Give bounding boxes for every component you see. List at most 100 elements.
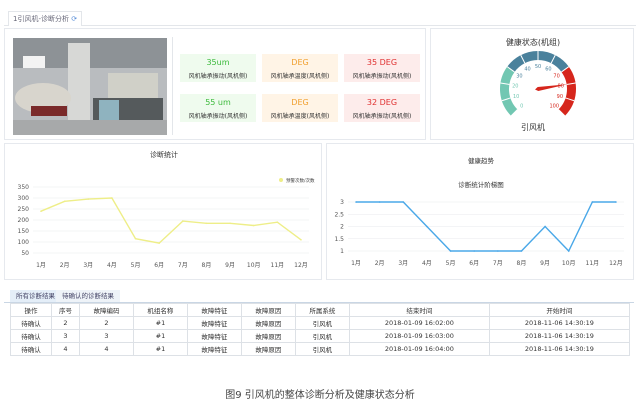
column-header: 结束时间 (348, 303, 490, 317)
tab-bar: 1引风机-诊断分析 ⟳ (4, 8, 636, 26)
data-point (182, 220, 184, 222)
y-tick-label: 3 (340, 199, 344, 206)
x-tick-label: 1月 (351, 260, 361, 267)
table-cell: #1 (132, 329, 188, 343)
column-header: 所属系统 (294, 303, 350, 317)
health-step-chart: 1 1.5 2 2.5 3 1月 2月 3月 4月 5月 6月 7月 8月 9月 10月 11月 12月 (334, 199, 624, 267)
table-cell: #1 (132, 316, 188, 330)
gauge-tick (561, 66, 570, 73)
refresh-close-icon[interactable]: ⟳ (71, 15, 78, 23)
gauge-tick-label: 40 (524, 67, 530, 73)
metric-card: DEG 风机轴承温度(风机侧) (262, 94, 338, 122)
metric-label: 风机轴承振动(风机侧) (188, 73, 248, 80)
tab-all-results[interactable]: 所有诊断结果 (10, 290, 61, 302)
table-cell: 引风机 (294, 329, 350, 343)
gauge-title: 健康状态(机组) (505, 38, 561, 47)
gauge-tick (550, 54, 556, 64)
x-tick-label: 10月 (247, 262, 261, 269)
table-cell: 2018-11-06 14:30:19 (488, 329, 631, 343)
y-tick-label: 2.5 (334, 211, 344, 218)
table-cell: 引风机 (294, 342, 350, 356)
data-point (134, 237, 137, 240)
y-tick-label: 50 (21, 250, 29, 257)
tab-label: 1引风机-诊断分析 (13, 15, 69, 23)
data-point (378, 201, 381, 203)
tab-diagnosis[interactable]: 1引风机-诊断分析 ⟳ (8, 11, 83, 26)
gauge-tick-label: 70 (553, 73, 559, 79)
gauge-tick (566, 82, 576, 85)
metric-value: 35um (206, 58, 230, 67)
metric-label: 风机轴承振动(风机侧) (188, 113, 248, 120)
y-tick-label: 1.5 (334, 236, 344, 243)
fan-photo (13, 38, 167, 135)
legend-label[interactable]: 预警次数/次数 (286, 177, 315, 184)
x-tick-label: 11月 (271, 262, 285, 269)
confirm-action-link[interactable]: 待确认 (10, 329, 52, 343)
data-point (205, 222, 208, 225)
data-point (497, 250, 499, 252)
table-row: 待确认 2 2 #1 故障特征 故障原因 引风机 2018-01-09 16:02:00 201… (10, 316, 631, 330)
x-tick-label: 2月 (60, 262, 70, 269)
gauge-tick (500, 82, 510, 85)
column-header: 故障特征 (186, 303, 242, 317)
gauge-tick-label: 60 (545, 67, 551, 73)
metric-label: 风机轴承温度(风机侧) (270, 113, 330, 120)
x-tick-label: 8月 (517, 260, 527, 267)
column-header: 故障原因 (240, 303, 296, 317)
data-point (567, 250, 570, 252)
y-tick-label: 250 (18, 206, 30, 213)
data-point (63, 200, 66, 203)
x-tick-label: 11月 (586, 260, 600, 267)
data-point (355, 201, 357, 203)
data-point (87, 198, 90, 200)
metric-value: DEG (291, 98, 309, 107)
confirm-action-link[interactable]: 待确认 (10, 316, 52, 330)
gauge-tick (558, 109, 566, 117)
table-row: 待确认 4 4 #1 故障特征 故障原因 引风机 2018-01-09 16:04:00 201… (10, 342, 631, 356)
confirm-action-link[interactable]: 待确认 (10, 342, 52, 356)
x-tick-label: 6月 (469, 260, 479, 267)
figure-caption: 图9 引风机的整体诊断分析及健康状态分析 (225, 390, 415, 401)
data-point (426, 225, 428, 228)
metric-card: 55 um 风机轴承振动(风机侧) (180, 94, 256, 122)
chart-subtitle: 诊断统计阶梯图 (458, 181, 504, 189)
health-trend-panel: 健康趋势 诊断统计阶梯图 1 1.5 2 2.5 3 1月 2月 3月 4月 5月 6月 7月 8月 9月… (326, 143, 634, 280)
x-tick-label: 7月 (178, 262, 188, 269)
gauge-needle (535, 84, 568, 91)
diagnosis-chart-panel: 诊断统计 50 100 150 200 250 300 350 1月 2月 3月 4月 5月 6月 7月 8… (4, 143, 322, 280)
gauge-tick-label: 90 (557, 94, 563, 100)
x-tick-label: 10月 (562, 260, 576, 267)
gauge-tick-label: 20 (512, 83, 518, 89)
x-tick-label: 3月 (83, 262, 93, 269)
series-line (356, 201, 616, 253)
tab-pending-results[interactable]: 待确认的诊断结果 (56, 290, 120, 302)
data-point (111, 197, 113, 199)
data-point (40, 210, 42, 212)
y-tick-label: 300 (18, 195, 30, 202)
table-cell: 2 (50, 316, 80, 330)
x-tick-label: 8月 (202, 262, 212, 269)
column-header: 故障编码 (78, 303, 134, 317)
x-tick-label: 2月 (375, 260, 385, 267)
table-cell: 2018-11-06 14:30:19 (488, 316, 631, 330)
gauge-tick (520, 54, 526, 64)
metric-card: 35 DEG 风机轴承振动(风机侧) (344, 54, 420, 82)
y-tick-label: 350 (18, 184, 30, 191)
data-point (591, 201, 594, 203)
gauge-tick-label: 10 (513, 94, 519, 100)
gauge-band (500, 66, 518, 116)
overview-panel: 35um 风机轴承振动(风机侧) DEG 风机轴承温度(风机侧) 35 DEG 风机轴承振… (4, 28, 426, 140)
data-point (229, 222, 231, 225)
metric-label: 风机轴承振动(风机侧) (352, 73, 412, 80)
gauge-name: 引风机 (521, 123, 545, 132)
table-cell: 3 (78, 329, 134, 343)
table-cell: 故障原因 (240, 342, 296, 356)
gauge-tick (501, 97, 511, 102)
series-line (40, 197, 302, 244)
table-cell: 故障特征 (186, 316, 242, 330)
metric-value: 32 DEG (366, 98, 398, 107)
legend-swatch[interactable] (279, 178, 283, 182)
gauge-tick-label: 80 (558, 83, 564, 89)
metric-value: DEG (291, 58, 309, 67)
metric-label: 风机轴承振动(风机侧) (352, 113, 412, 120)
